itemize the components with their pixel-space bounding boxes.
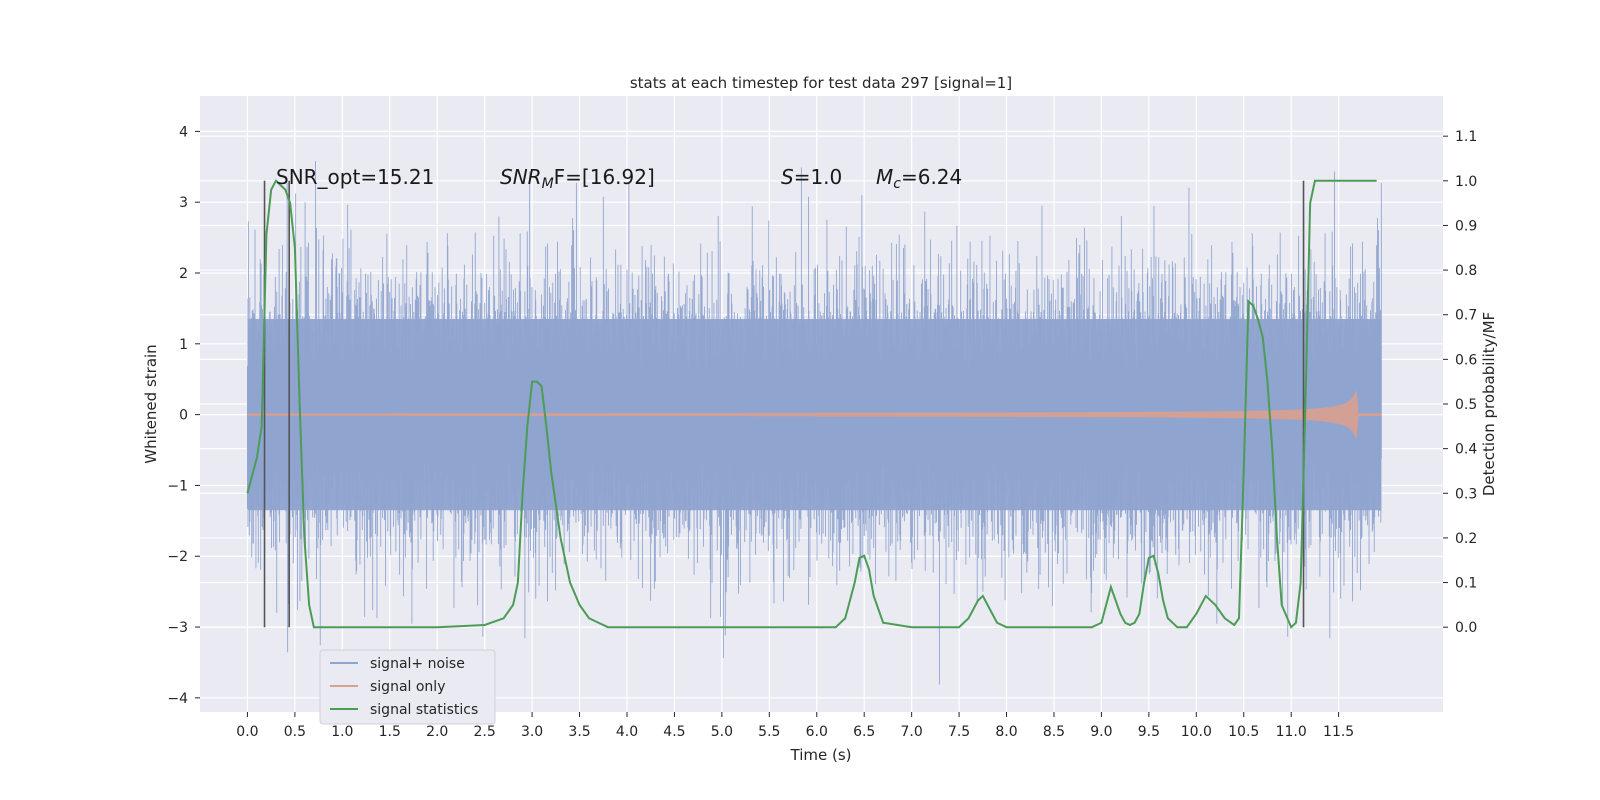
left-y-axis-ticks: 4 3 2 1 0 −1 −2 −3 −4 bbox=[167, 124, 200, 707]
y-left-tick-label: 0 bbox=[179, 408, 188, 424]
y-left-tick-label: 2 bbox=[179, 266, 188, 282]
x-tick-label: 3.5 bbox=[568, 724, 590, 740]
left-y-axis-label: Whitened strain bbox=[142, 344, 160, 463]
x-tick-label: 5.0 bbox=[711, 724, 733, 740]
y-right-tick-label: 0.8 bbox=[1455, 263, 1477, 279]
legend-label-noise: signal+ noise bbox=[370, 656, 465, 672]
x-tick-label: 6.5 bbox=[853, 724, 875, 740]
annotation-3: Mc=6.24 bbox=[876, 165, 962, 192]
legend-label-stats: signal statistics bbox=[370, 702, 478, 718]
vertical-markers bbox=[263, 180, 1305, 628]
y-right-tick-label: 0.2 bbox=[1455, 531, 1477, 547]
y-right-tick-label: 1.0 bbox=[1455, 174, 1477, 190]
x-tick-label: 6.0 bbox=[806, 724, 828, 740]
x-tick-label: 11.0 bbox=[1276, 724, 1307, 740]
x-tick-label: 10.5 bbox=[1228, 724, 1259, 740]
x-tick-label: 1.0 bbox=[331, 724, 353, 740]
x-axis-ticks: 0.0 0.5 1.0 1.5 2.0 2.5 3.0 3.5 4.0 4.5 5.0 5.5 6.0 6… bbox=[236, 712, 1354, 740]
legend: signal+ noise signal only signal statist… bbox=[319, 649, 496, 725]
y-right-tick-label: 0.4 bbox=[1455, 442, 1477, 458]
y-right-tick-label: 0.9 bbox=[1455, 218, 1477, 234]
x-tick-label: 7.5 bbox=[948, 724, 970, 740]
annotation-1: SNRMF=[16.92] bbox=[500, 165, 655, 192]
legend-box bbox=[319, 649, 496, 725]
right-y-axis-label: Detection probability/MF bbox=[1480, 312, 1498, 496]
x-tick-label: 8.0 bbox=[995, 724, 1017, 740]
signal-only-trace bbox=[247, 390, 1382, 439]
y-right-tick-label: 0.7 bbox=[1455, 308, 1477, 324]
x-tick-label: 11.5 bbox=[1323, 724, 1354, 740]
y-right-tick-label: 0.3 bbox=[1455, 486, 1477, 502]
y-right-tick-label: 0.0 bbox=[1455, 620, 1477, 636]
y-left-tick-label: 4 bbox=[179, 124, 188, 140]
signal-statistics-line bbox=[246, 179, 1377, 629]
y-left-tick-label: −2 bbox=[167, 549, 188, 565]
y-right-tick-label: 0.5 bbox=[1455, 397, 1477, 413]
y-right-tick-label: 0.6 bbox=[1455, 352, 1477, 368]
x-tick-label: 2.0 bbox=[426, 724, 448, 740]
signal-statistics-series bbox=[246, 179, 1377, 629]
x-tick-label: 4.5 bbox=[663, 724, 685, 740]
x-axis-label: Time (s) bbox=[790, 746, 852, 764]
x-tick-label: 8.5 bbox=[1043, 724, 1065, 740]
y-left-tick-label: −4 bbox=[167, 691, 188, 707]
x-tick-label: 3.0 bbox=[521, 724, 543, 740]
annotations: SNR_opt=15.21 SNRMF=[16.92] S=1.0 Mc=6.24 bbox=[276, 165, 962, 192]
annotation-0: SNR_opt=15.21 bbox=[276, 165, 434, 189]
signal-only-series bbox=[247, 390, 1382, 439]
x-tick-label: 0.5 bbox=[284, 724, 306, 740]
y-right-tick-label: 1.1 bbox=[1455, 129, 1477, 145]
x-tick-label: 5.5 bbox=[758, 724, 780, 740]
y-left-tick-label: 1 bbox=[179, 337, 188, 353]
y-left-tick-label: −3 bbox=[167, 620, 188, 636]
y-left-tick-label: −1 bbox=[167, 478, 188, 494]
y-right-tick-label: 0.1 bbox=[1455, 576, 1477, 592]
x-tick-label: 1.5 bbox=[379, 724, 401, 740]
legend-label-signal: signal only bbox=[370, 679, 445, 695]
x-tick-label: 2.5 bbox=[474, 724, 496, 740]
x-tick-label: 7.0 bbox=[901, 724, 923, 740]
y-left-tick-label: 3 bbox=[179, 195, 188, 211]
x-tick-label: 10.0 bbox=[1181, 724, 1212, 740]
x-tick-label: 9.0 bbox=[1090, 724, 1112, 740]
annotation-2: S=1.0 bbox=[781, 165, 842, 189]
x-tick-label: 9.5 bbox=[1138, 724, 1160, 740]
x-tick-label: 4.0 bbox=[616, 724, 638, 740]
right-y-axis-ticks: 1.1 1.0 0.9 0.8 0.7 0.6 0.5 0.4 0.3 0.2 0.1 0.0 bbox=[1443, 129, 1477, 636]
x-tick-label: 0.0 bbox=[236, 724, 258, 740]
chart-title: stats at each timestep for test data 297… bbox=[630, 74, 1012, 92]
